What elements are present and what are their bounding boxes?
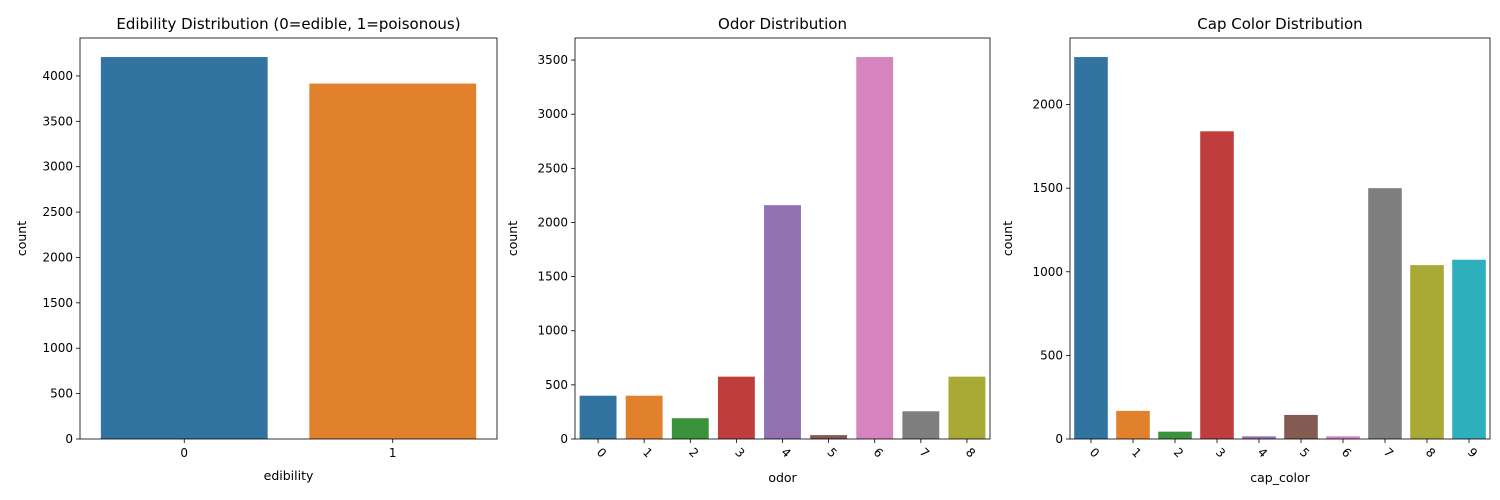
y-tick-label: 3500 (42, 114, 73, 128)
x-tick-label: 7 (1381, 445, 1396, 460)
bar-4 (1242, 436, 1276, 439)
chart-panel-3: 0 500 1000 1500 2000 0 1 2 3 4 5 6 7 8 9 Cap Color Dist… (1000, 15, 1491, 485)
x-tick-label: 1 (640, 445, 655, 460)
x-tick-label: 5 (1297, 445, 1312, 460)
bar-1 (1116, 410, 1150, 439)
y-tick-label: 0 (1055, 432, 1063, 446)
x-axis-label: edibility (264, 468, 314, 483)
y-tick-label: 3500 (537, 53, 568, 67)
y-tick-label: 2500 (42, 205, 73, 219)
chart-title: Odor Distribution (718, 15, 847, 33)
x-tick-label: 0 (180, 446, 188, 460)
y-tick-label: 2000 (537, 215, 568, 229)
x-axis-label: cap_color (1250, 470, 1310, 485)
y-tick-label: 1500 (1032, 181, 1063, 195)
x-tick-label: 5 (824, 445, 839, 460)
x-tick-label: 1 (389, 446, 397, 460)
x-tick-label: 4 (1255, 445, 1270, 460)
bar-4 (764, 205, 801, 439)
y-tick-label: 2000 (1032, 98, 1063, 112)
y-tick-label: 0 (560, 432, 568, 446)
bar-3 (1200, 131, 1234, 439)
y-axis-label: count (505, 221, 520, 256)
y-tick-label: 500 (545, 378, 568, 392)
x-axis-label: odor (768, 470, 797, 485)
bar-0 (579, 395, 617, 439)
chart-title: Edibility Distribution (0=edible, 1=pois… (116, 15, 460, 33)
bar-6 (1326, 436, 1360, 439)
chart-title: Cap Color Distribution (1197, 15, 1362, 33)
x-tick-label: 6 (871, 445, 886, 460)
bar-7 (1368, 188, 1402, 439)
bar-5 (1284, 414, 1318, 439)
bar-9 (1452, 259, 1486, 439)
x-tick-label: 6 (1339, 445, 1354, 460)
bar-0 (1074, 57, 1108, 440)
y-tick-label: 1000 (537, 324, 568, 338)
y-tick-label: 1500 (537, 270, 568, 284)
bar-0 (100, 57, 268, 440)
x-tick-label: 3 (732, 445, 747, 460)
bar-2 (671, 418, 709, 439)
y-tick-label: 500 (50, 387, 73, 401)
y-tick-label: 4000 (42, 69, 73, 83)
x-tick-label: 9 (1465, 445, 1480, 460)
bar-7 (902, 411, 940, 439)
y-tick-label: 1500 (42, 296, 73, 310)
plot-frame (1069, 37, 1491, 440)
x-tick-label: 7 (917, 445, 932, 460)
bar-1 (309, 83, 477, 439)
y-tick-label: 500 (1040, 348, 1063, 362)
x-tick-label: 4 (778, 445, 793, 460)
x-tick-label: 1 (1129, 445, 1144, 460)
bar-5 (810, 435, 848, 439)
y-tick-label: 3000 (42, 160, 73, 174)
chart-panel-2: 0 500 1000 1500 2000 2500 3000 3500 0 1 2 3 4 5 6 7 8 Odo… (505, 15, 991, 485)
y-tick-label: 2500 (537, 161, 568, 175)
bar-2 (1158, 431, 1192, 439)
y-tick-label: 3000 (537, 107, 568, 121)
x-tick-label: 0 (1087, 445, 1102, 460)
x-tick-label: 8 (963, 445, 978, 460)
bar-1 (625, 395, 663, 439)
y-axis-label: count (14, 221, 29, 256)
chart-panel-1: 0 500 1000 1500 2000 2500 3000 3500 4000 0 1 Edibil… (14, 15, 498, 483)
x-tick-label: 3 (1213, 445, 1228, 460)
bar-8 (1410, 265, 1444, 439)
x-tick-label: 8 (1423, 445, 1438, 460)
y-tick-label: 0 (65, 432, 73, 446)
x-tick-label: 2 (1171, 445, 1186, 460)
x-tick-label: 0 (594, 445, 609, 460)
x-tick-label: 2 (686, 445, 701, 460)
plot-frame (574, 37, 991, 440)
bar-3 (717, 376, 755, 439)
y-tick-label: 1000 (42, 341, 73, 355)
plot-frame (79, 37, 498, 440)
bar-6 (856, 57, 894, 440)
bar-8 (948, 376, 986, 439)
y-tick-label: 1000 (1032, 265, 1063, 279)
y-axis-label: count (1000, 221, 1015, 256)
y-tick-label: 2000 (42, 250, 73, 264)
